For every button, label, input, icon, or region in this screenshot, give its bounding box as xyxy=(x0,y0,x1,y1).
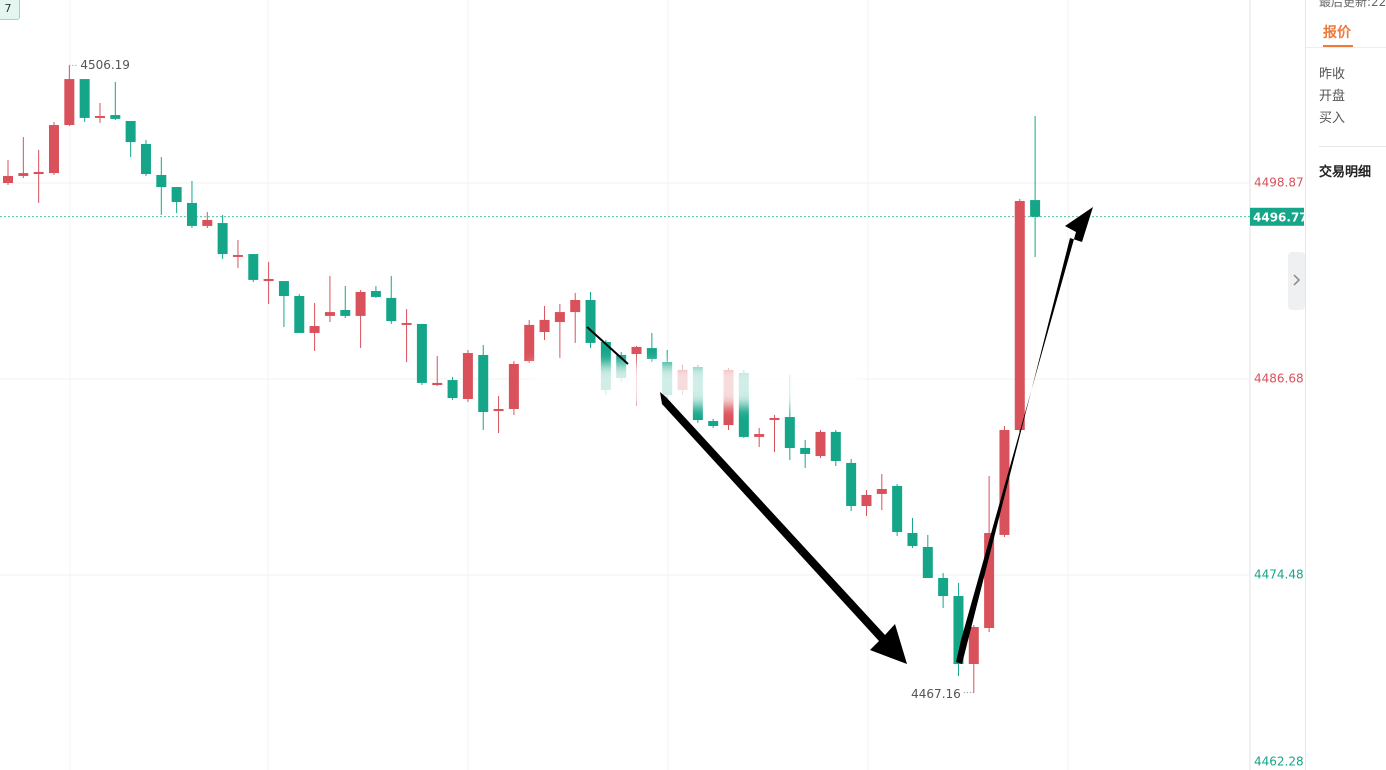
candle-body xyxy=(554,312,565,323)
candle-body xyxy=(1030,200,1041,217)
candle-body xyxy=(324,312,335,316)
section-title[interactable]: 交易明细 xyxy=(1319,165,1372,180)
tab-divider xyxy=(1306,47,1386,48)
candle-body xyxy=(263,278,274,282)
candle-body xyxy=(754,434,765,437)
candle-body xyxy=(309,326,320,333)
candle-body xyxy=(386,297,397,322)
candle-body xyxy=(416,323,427,383)
candle-body xyxy=(79,79,90,118)
chart: 4498.87 4486.68 4474.48 4462.28 4506.19 4467.… xyxy=(0,0,1305,770)
candle-body xyxy=(18,173,29,176)
candle-body xyxy=(922,546,933,579)
update-time: 最后更新:22: xyxy=(1319,0,1386,9)
candle-body xyxy=(202,219,213,226)
candle-body xyxy=(110,115,121,119)
candle-body xyxy=(217,223,228,255)
candle-body xyxy=(907,533,918,547)
high-label: 4506.19 xyxy=(80,58,130,72)
candle-body xyxy=(64,79,75,126)
low-label: 4467.16 xyxy=(911,687,961,701)
side-panel: 最后更新:22: 报价 昨收 开盘 买入 交易明细 xyxy=(1305,0,1386,770)
arrow-up xyxy=(956,207,1093,664)
candle-body xyxy=(33,171,44,175)
candle-body xyxy=(570,300,581,313)
y-tick-label: 4486.68 xyxy=(1254,371,1304,385)
candle-body xyxy=(340,309,351,316)
tab-underline xyxy=(1323,45,1353,47)
y-tick-label: 4462.28 xyxy=(1254,755,1304,769)
candle-body xyxy=(432,382,443,386)
y-tick-label: 4474.48 xyxy=(1254,567,1304,581)
candle-body xyxy=(125,121,136,143)
candle-body xyxy=(784,416,795,449)
candle-body xyxy=(999,430,1010,535)
candle-body xyxy=(186,202,197,226)
candle-body xyxy=(3,175,13,184)
candle-body xyxy=(1014,201,1025,431)
candle-body xyxy=(156,174,167,188)
candle-body xyxy=(539,319,550,332)
candle-body xyxy=(278,281,289,296)
candle-body xyxy=(462,353,473,399)
candle-body xyxy=(294,295,305,333)
candle-body xyxy=(401,322,412,325)
candle-body xyxy=(708,421,719,426)
row-label: 买入 xyxy=(1319,111,1346,126)
candle-body xyxy=(140,143,151,175)
candle-body xyxy=(524,324,535,362)
candle-body xyxy=(48,125,59,174)
arrow-down xyxy=(660,392,907,664)
candle-body xyxy=(171,187,182,202)
row-label: 昨收 xyxy=(1319,67,1346,82)
candle-body xyxy=(585,300,596,343)
section-divider xyxy=(1319,146,1386,147)
candle-body xyxy=(892,485,903,533)
candle-body xyxy=(447,380,458,399)
candle-body xyxy=(984,533,995,628)
arrow-thin xyxy=(586,326,629,365)
candle-body xyxy=(830,431,841,462)
candle-body xyxy=(769,417,780,421)
candle-body xyxy=(478,354,489,413)
candle-body xyxy=(232,255,243,257)
candle-body xyxy=(846,462,857,507)
blur-overlay xyxy=(530,364,860,406)
last-price-tag xyxy=(1250,207,1304,226)
candle-body xyxy=(815,431,826,457)
candle-body xyxy=(355,291,366,316)
candle-body xyxy=(646,348,657,359)
candle-body xyxy=(370,291,381,297)
candle-body xyxy=(876,488,887,494)
row-label: 开盘 xyxy=(1319,89,1346,104)
candle-body xyxy=(631,346,642,355)
collapse-handle[interactable] xyxy=(1288,252,1305,310)
badge: 7 xyxy=(0,0,20,20)
candle-body xyxy=(938,578,949,597)
candle-body xyxy=(94,116,105,118)
candle-body xyxy=(800,448,811,454)
candle-body xyxy=(508,363,519,409)
candle-body xyxy=(248,254,259,280)
chevron-icon xyxy=(1293,274,1301,286)
candle-body xyxy=(968,627,979,664)
y-tick-label: 4498.87 xyxy=(1254,176,1304,190)
last-price-label: 4496.77 xyxy=(1253,210,1305,224)
candle-body xyxy=(861,494,872,507)
quote-tab[interactable]: 报价 xyxy=(1323,25,1351,41)
candle-body xyxy=(953,596,964,664)
candle-body xyxy=(493,408,504,412)
